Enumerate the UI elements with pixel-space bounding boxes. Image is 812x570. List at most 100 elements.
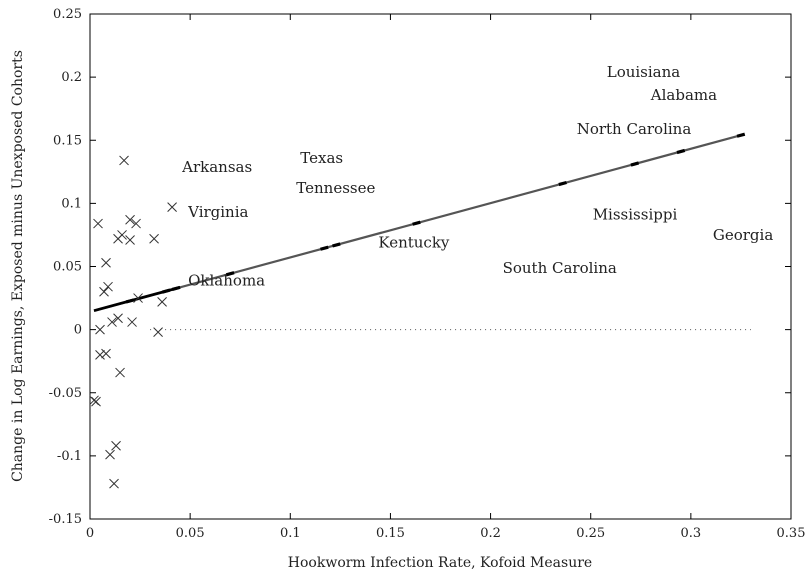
x-marker <box>95 350 105 360</box>
x-marker-stroke <box>167 202 177 213</box>
x-tick-label: 0.15 <box>376 526 405 541</box>
state-label-mississippi: Mississippi <box>593 206 678 224</box>
state-label-oklahoma: Oklahoma <box>188 271 265 289</box>
x-marker-stroke <box>107 317 117 327</box>
x-marker <box>119 155 129 166</box>
y-tick-label: 0.2 <box>61 70 82 85</box>
x-marker-stroke <box>131 218 141 229</box>
x-axis-title: Hookworm Infection Rate, Kofoid Measure <box>288 555 592 570</box>
x-marker-stroke <box>89 395 99 406</box>
x-marker <box>101 257 111 268</box>
x-marker-stroke <box>103 281 113 292</box>
x-marker-stroke <box>125 214 135 225</box>
x-marker <box>89 395 99 406</box>
state-labels: Louisiana Alabama North Carolina Arkansas Te… <box>181 63 773 289</box>
x-marker <box>149 233 159 244</box>
state-label-alabama: Alabama <box>650 86 717 104</box>
x-tick-label: 0.1 <box>280 526 301 541</box>
x-marker-stroke <box>133 293 143 303</box>
state-label-south-carolina: South Carolina <box>503 259 617 277</box>
x-marker <box>133 293 143 303</box>
x-marker <box>105 449 115 460</box>
state-label-texas: Texas <box>300 149 343 167</box>
x-marker-stroke <box>99 286 109 297</box>
y-tick-label: 0.05 <box>53 260 82 275</box>
x-marker-stroke <box>113 313 123 324</box>
fit-line-tick <box>171 285 181 292</box>
y-axis-title: Change in Log Earnings, Exposed minus Un… <box>10 50 26 482</box>
x-marker <box>93 218 103 229</box>
x-marker <box>153 327 163 338</box>
x-tick-label: 0.35 <box>777 526 806 541</box>
x-tick-label: 0.3 <box>681 526 702 541</box>
x-marker <box>111 440 121 451</box>
x-marker <box>103 281 113 292</box>
x-marker <box>109 478 119 489</box>
x-marker <box>99 286 109 297</box>
state-label-louisiana: Louisiana <box>607 63 681 81</box>
fit-line-tick <box>225 271 235 277</box>
fit-line-tick <box>332 242 341 248</box>
x-marker-stroke <box>109 478 119 489</box>
x-marker <box>91 396 101 407</box>
x-marker <box>101 348 111 359</box>
x-tick-label: 0 <box>86 526 94 541</box>
fit-line-group <box>93 132 746 313</box>
x-tick-label: 0.25 <box>576 526 605 541</box>
fit-line-tick <box>676 148 686 155</box>
y-tick-label: -0.1 <box>57 449 82 464</box>
x-marker-stroke <box>125 235 135 245</box>
y-tick-label: 0.1 <box>61 196 82 211</box>
state-label-north-carolina: North Carolina <box>577 120 692 138</box>
x-marker-stroke <box>117 230 127 240</box>
x-marker <box>127 317 137 327</box>
y-tick-label: -0.05 <box>49 386 82 401</box>
x-marker <box>125 214 135 225</box>
x-marker-stroke <box>95 324 105 335</box>
y-tick-label: -0.15 <box>49 512 82 527</box>
x-tick-label: 0.2 <box>480 526 501 541</box>
x-marker-stroke <box>95 350 105 360</box>
state-label-arkansas: Arkansas <box>181 158 252 176</box>
state-label-virginia: Virginia <box>187 203 248 221</box>
x-marker-stroke <box>115 367 125 378</box>
state-label-georgia: Georgia <box>713 226 773 244</box>
x-marker <box>125 235 135 245</box>
x-marker-stroke <box>91 396 101 407</box>
x-marker-stroke <box>149 233 159 244</box>
fit-line-tick <box>736 132 746 138</box>
x-marker-stroke <box>153 327 163 338</box>
x-tick-label: 0.05 <box>176 526 205 541</box>
x-marker-stroke <box>111 440 121 451</box>
x-marker <box>113 313 123 324</box>
x-marker-points <box>89 155 177 489</box>
fit-line-tick <box>558 180 567 187</box>
y-tick-label: 0.15 <box>53 133 82 148</box>
x-marker <box>167 202 177 213</box>
state-label-tennessee: Tennessee <box>296 179 375 197</box>
x-marker-stroke <box>127 317 137 327</box>
state-label-kentucky: Kentucky <box>378 234 450 252</box>
x-marker-stroke <box>93 218 103 229</box>
x-marker <box>95 324 105 335</box>
x-marker <box>117 230 127 240</box>
x-marker-stroke <box>105 449 115 460</box>
x-marker <box>157 296 167 307</box>
y-tick-label: 0.25 <box>53 7 82 22</box>
fit-line-tick <box>320 245 329 251</box>
fit-line-tick <box>630 161 640 167</box>
y-tick-label: 0 <box>74 323 82 338</box>
fit-line-tick <box>161 288 171 294</box>
x-marker <box>107 317 117 327</box>
x-marker-stroke <box>119 155 129 166</box>
y-axis-ticks: -0.15 -0.1 -0.05 0 0.05 0.1 0.15 0.2 0.25 <box>49 7 791 527</box>
x-marker <box>131 218 141 229</box>
x-marker-stroke <box>101 348 111 359</box>
x-axis-ticks: 0 0.05 0.1 0.15 0.2 0.25 0.3 0.35 <box>86 14 806 541</box>
fit-line-tick <box>412 220 421 226</box>
fit-line-tick <box>125 298 135 304</box>
x-marker-stroke <box>101 257 111 268</box>
x-marker <box>115 367 125 378</box>
x-marker-stroke <box>157 296 167 307</box>
